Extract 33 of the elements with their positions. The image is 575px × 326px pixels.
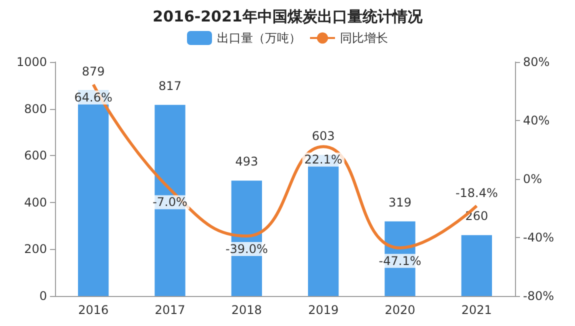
y-tick-label: 200 (24, 242, 47, 256)
y2-tick-label: 40% (523, 114, 550, 128)
y2-tick-label: -40% (523, 230, 554, 244)
x-tick-label: 2017 (154, 303, 186, 317)
data-label: -18.4% (455, 186, 498, 200)
y2-tick-label: 80% (523, 55, 550, 69)
x-tick-label: 2016 (78, 303, 109, 317)
chart-title: 2016-2021年中国煤炭出口量统计情况 (152, 8, 424, 26)
data-label: 879 (82, 64, 105, 78)
bar (461, 235, 492, 296)
data-label: 493 (235, 154, 258, 169)
legend-label: 同比增长 (340, 31, 388, 45)
y-tick-label: 1000 (16, 55, 47, 69)
data-label: -39.0% (225, 242, 268, 256)
y2-tick-label: -80% (523, 289, 554, 303)
x-tick-label: 2018 (231, 303, 262, 317)
x-tick-label: 2020 (384, 303, 416, 317)
data-label: 64.6% (74, 90, 112, 105)
y-tick-label: 600 (24, 148, 47, 163)
y-tick-label: 0 (39, 289, 47, 303)
data-label: 817 (158, 78, 182, 93)
data-label: -7.0% (152, 195, 188, 210)
data-label: 603 (312, 128, 335, 143)
data-label: 319 (388, 195, 412, 210)
data-label: -47.1% (378, 254, 422, 268)
x-tick-label: 2021 (461, 303, 492, 317)
bar (154, 104, 186, 296)
data-label: 22.1% (304, 152, 342, 167)
y-tick-label: 400 (24, 195, 47, 210)
y2-tick-label: 0% (523, 172, 542, 186)
y-tick-label: 800 (24, 102, 47, 116)
legend-label: 出口量（万吨） (217, 31, 301, 45)
x-tick-label: 2019 (308, 303, 339, 317)
